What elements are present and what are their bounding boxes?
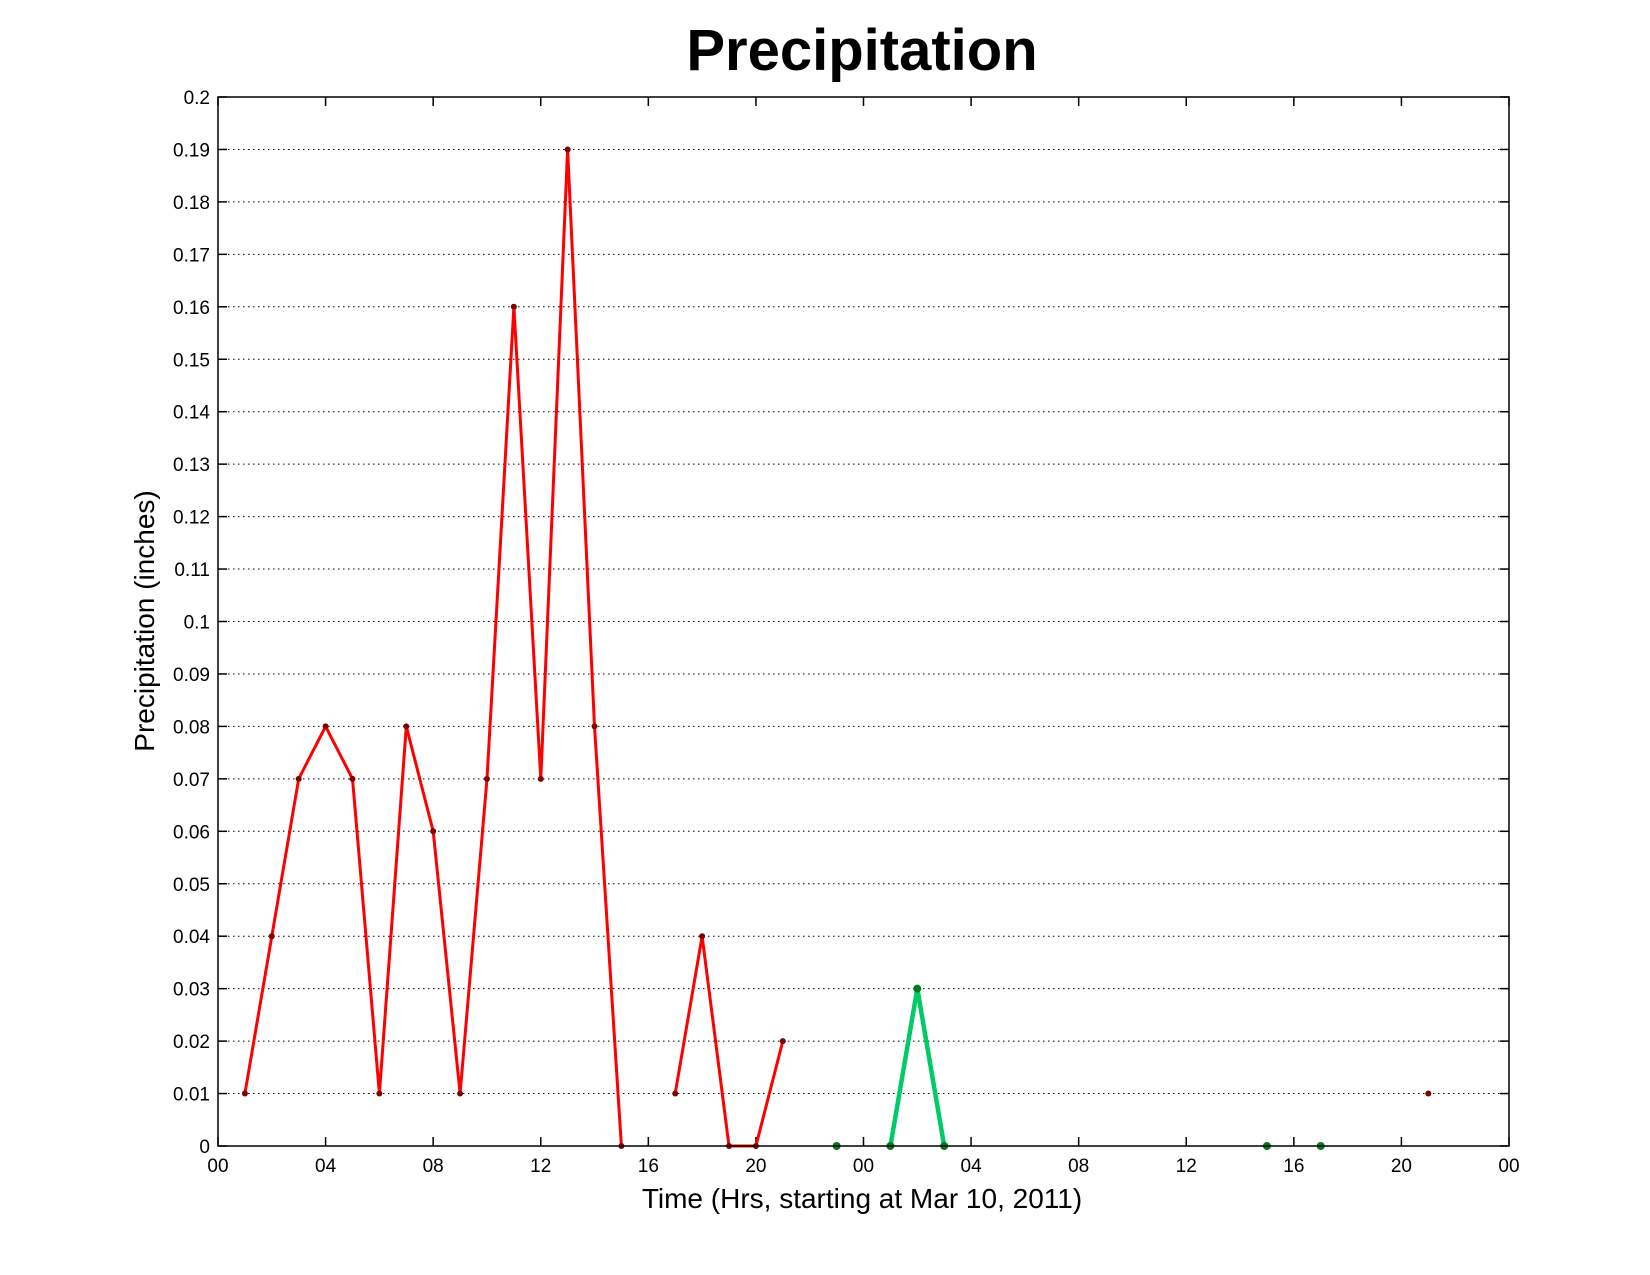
- data-point: [241, 1090, 248, 1097]
- y-tick-label: 0.13: [173, 455, 210, 476]
- data-point: [564, 146, 571, 153]
- data-point: [672, 1090, 679, 1097]
- data-point: [322, 723, 329, 730]
- tick-labels: 0 0.01 0.02 0.03 0.04 0.05 0.06 0.07 0.08 0.09 0.1…: [173, 88, 1520, 1177]
- y-tick-label: 0.07: [173, 770, 210, 791]
- data-point: [403, 723, 410, 730]
- series-line: [888, 988, 947, 1147]
- y-tick-label: 0.08: [173, 717, 210, 738]
- x-tick-label: 00: [853, 1156, 874, 1177]
- y-tick-label: 0.01: [173, 1085, 210, 1106]
- series-1: [241, 146, 1432, 1149]
- x-tick-label: 20: [1391, 1156, 1412, 1177]
- x-tick-label: 00: [207, 1156, 228, 1177]
- data-series: [241, 146, 1432, 1150]
- x-tick-label: 08: [423, 1156, 444, 1177]
- y-tick-label: 0.15: [173, 350, 210, 371]
- x-tick-label: 20: [745, 1156, 766, 1177]
- series-2: [832, 984, 1325, 1150]
- data-point: [268, 933, 275, 940]
- data-point: [1425, 1090, 1432, 1097]
- y-tick-label: 0.17: [173, 245, 210, 266]
- y-tick-label: 0.1: [184, 613, 210, 634]
- data-point: [779, 1038, 786, 1045]
- x-tick-label: 00: [1498, 1156, 1519, 1177]
- y-tick-label: 0.16: [173, 298, 210, 319]
- data-point: [376, 1090, 383, 1097]
- x-tick-label: 12: [1176, 1156, 1197, 1177]
- x-tick-label: 16: [638, 1156, 659, 1177]
- x-tick-label: 04: [961, 1156, 983, 1177]
- x-tick-label: 12: [530, 1156, 551, 1177]
- y-tick-label: 0.2: [184, 88, 210, 109]
- y-tick-label: 0.03: [173, 980, 210, 1001]
- x-axis-label: Time (Hrs, starting at Mar 10, 2011): [642, 1183, 1082, 1214]
- y-tick-label: 0.05: [173, 875, 210, 896]
- series-line: [243, 149, 623, 1147]
- y-tick-label: 0.06: [173, 822, 210, 843]
- data-point: [510, 303, 517, 310]
- y-tick-label: 0.12: [173, 508, 210, 529]
- data-point: [430, 828, 437, 835]
- y-tick-label: 0.14: [173, 403, 210, 424]
- chart-title: Precipitation: [686, 18, 1037, 83]
- x-tick-label: 08: [1068, 1156, 1089, 1177]
- data-point: [591, 723, 598, 730]
- y-tick-label: 0: [199, 1137, 210, 1158]
- data-point: [295, 775, 302, 782]
- data-point: [699, 933, 706, 940]
- data-point: [483, 775, 490, 782]
- plot-frame: [217, 96, 1510, 1147]
- data-point: [457, 1090, 464, 1097]
- data-point: [913, 984, 922, 993]
- y-tick-label: 0.18: [173, 193, 210, 214]
- gridlines: [218, 148, 1509, 1095]
- y-tick-label: 0.11: [174, 560, 210, 581]
- data-point: [349, 775, 356, 782]
- y-tick-label: 0.19: [173, 140, 210, 161]
- y-tick-label: 0.04: [173, 927, 210, 948]
- data-point: [537, 775, 544, 782]
- y-tick-label: 0.02: [173, 1032, 210, 1053]
- y-tick-label: 0.09: [173, 665, 210, 686]
- y-axis-label: Precipitation (inches): [129, 490, 160, 751]
- x-tick-label: 04: [315, 1156, 337, 1177]
- x-tick-label: 16: [1283, 1156, 1304, 1177]
